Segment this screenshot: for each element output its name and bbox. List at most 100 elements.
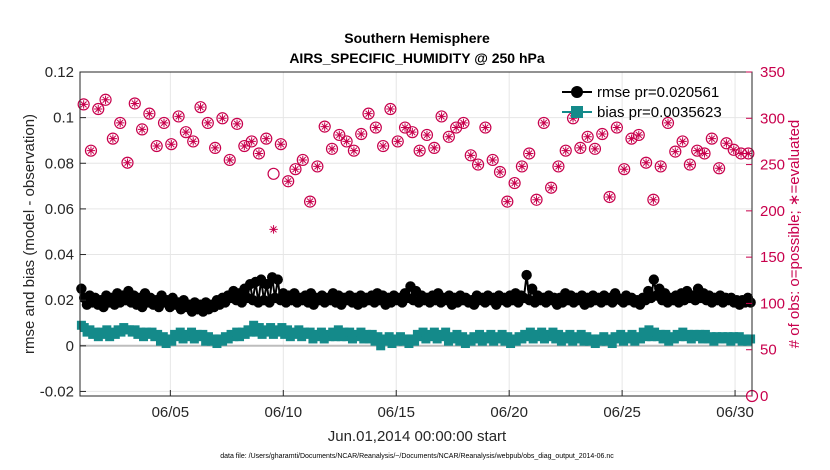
bias-point [669,334,679,344]
bias-point [709,336,719,346]
evaluated-obs-marker [400,123,410,132]
bias-point [432,334,442,344]
bias-point [294,325,304,335]
bias-point [443,336,453,346]
possible-obs-marker [318,120,331,133]
x-tick-label: 06/30 [716,404,754,421]
bias-point [678,327,688,337]
bias-point [246,327,256,337]
bias-point [201,336,211,346]
bias-point [644,325,654,335]
possible-obs-marker [654,160,667,173]
evaluated-obs-marker [262,134,271,143]
bias-point [209,334,219,344]
evaluated-obs-marker [619,165,629,174]
possible-obs-marker [369,121,382,134]
rmse-point [76,283,87,294]
possible-obs-marker [201,116,214,130]
evaluated-obs-marker [503,197,512,206]
bias-point [503,332,513,342]
possible-obs-marker [559,144,572,157]
bias-point [415,332,425,342]
possible-obs-marker [172,110,185,123]
evaluated-obs-marker [349,146,359,155]
evaluated-obs-marker [181,127,191,137]
possible-obs-marker [252,147,266,160]
bias-point [641,332,651,342]
y-tick-label-left: 0.12 [45,64,74,81]
bias-point [189,334,199,344]
bias-point [404,339,414,349]
legend-rmse-label: rmse pr=0.020561 [597,84,719,101]
possible-obs-marker [187,135,200,148]
possible-obs-marker [530,193,543,206]
bias-point [616,329,626,339]
bias-point [328,327,338,337]
possible-obs-marker [493,165,507,179]
bias-point [475,329,485,339]
bias-point [342,332,352,342]
y-tick-label-right: 100 [760,295,785,312]
possible-obs-marker [165,138,178,151]
evaluated-obs-marker [656,162,665,171]
evaluated-obs-marker [152,141,161,151]
evaluated-obs-marker [590,144,600,154]
bias-point [79,323,89,333]
bias-point [565,329,575,339]
bias-point [706,332,716,342]
bias-point [551,334,561,344]
evaluated-obs-marker [422,130,432,140]
legend: rmse pr=0.020561 bias pr=0.0035623 [562,84,722,121]
possible-obs-marker [683,158,697,171]
possible-obs-marker [705,132,718,145]
bias-point [511,336,521,346]
possible-obs-marker [362,107,375,120]
evaluated-obs-marker [722,139,731,148]
bias-point [274,327,284,337]
bias-point [401,334,411,344]
possible-obs-marker [661,116,675,130]
evaluated-obs-marker [298,155,307,165]
bias-point [429,327,439,337]
bias-point [370,336,380,346]
bias-point [305,327,315,337]
possible-obs-marker [143,107,156,120]
evaluated-obs-marker [415,146,424,155]
possible-obs-marker [92,102,105,116]
evaluated-obs-marker [510,178,519,188]
legend-bias-label: bias pr=0.0035623 [597,104,722,121]
bias-point [664,336,674,346]
possible-obs-marker [355,127,368,141]
bias-point [528,334,538,344]
x-axis: 06/05 06/10 06/15 06/20 06/25 06/30 [152,390,754,421]
y-tick-label-right: 300 [760,110,785,127]
evaluated-obs-marker [634,130,643,140]
evaluated-obs-marker [232,119,242,129]
bias-point [93,332,103,342]
evaluated-obs-marker [203,118,213,128]
evaluated-obs-marker [371,123,381,132]
possible-obs-marker [157,116,171,130]
bias-point [291,329,301,339]
evaluated-obs-marker [408,127,417,137]
bias-point [356,327,366,337]
bias-point [506,339,516,349]
y-tick-label-right: 200 [760,203,785,220]
evaluated-obs-marker [554,162,563,171]
evaluated-obs-marker [495,167,505,177]
bias-point [240,329,250,339]
evaluated-obs-marker [707,134,717,143]
bias-point [376,341,386,351]
possible-obs-marker [413,144,426,157]
evaluated-obs-marker [145,109,154,118]
evaluated-obs-marker [108,134,118,143]
bias-point [556,336,566,346]
bias-point [331,332,341,342]
possible-obs-marker [325,142,339,155]
bias-point [686,334,696,344]
bias-point [458,332,468,342]
bias-point [438,332,448,342]
possible-obs-marker [223,153,236,167]
bias-point [418,327,428,337]
possible-obs-marker [77,98,90,111]
